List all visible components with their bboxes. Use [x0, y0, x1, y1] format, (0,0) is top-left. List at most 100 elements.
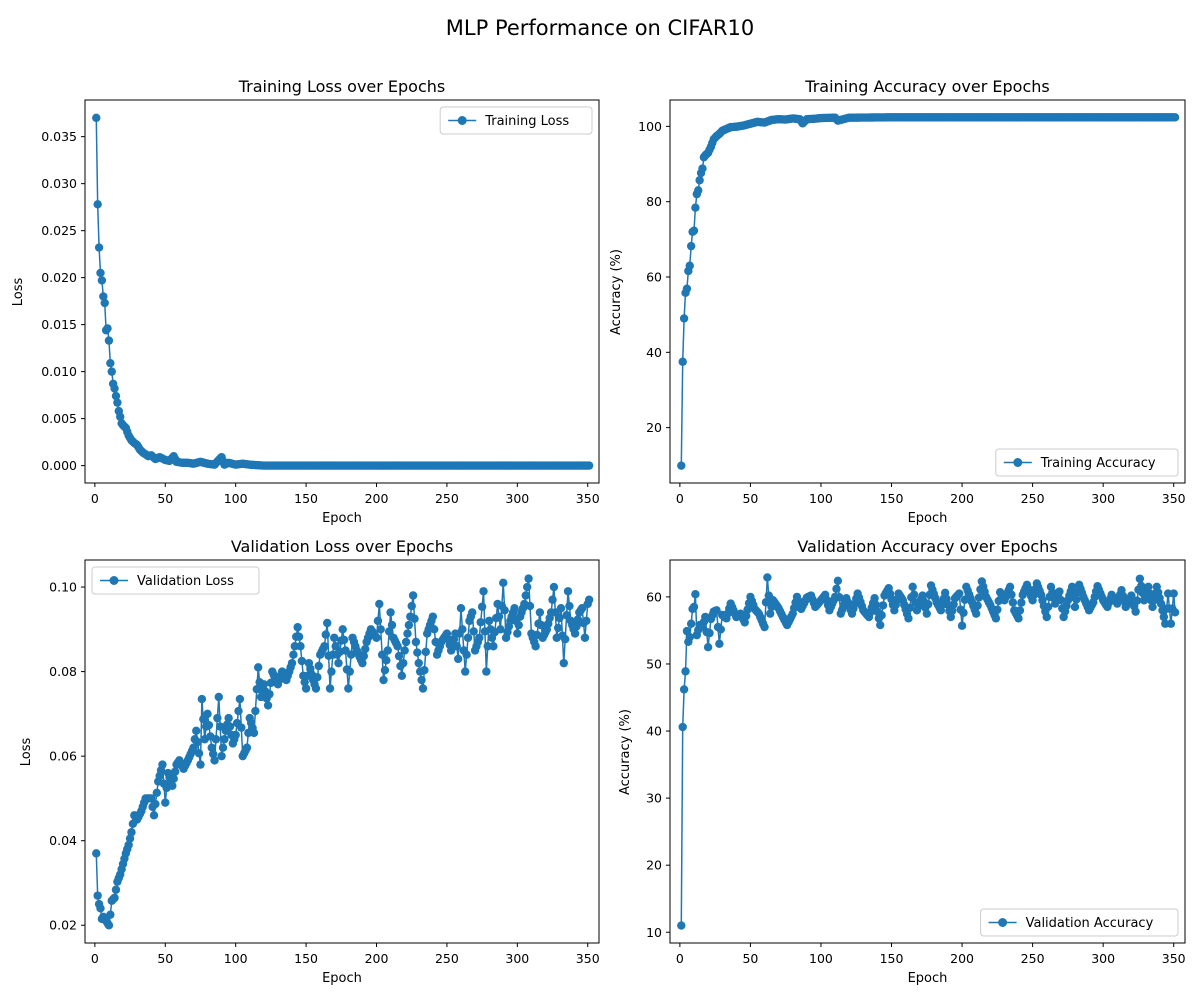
data-point: [832, 584, 841, 594]
data-point: [679, 314, 689, 323]
data-point: [99, 292, 108, 301]
y-tick-label: 0.000: [41, 458, 77, 473]
data-point: [458, 625, 467, 634]
y-tick-label: 20: [646, 858, 662, 873]
data-point: [876, 620, 885, 630]
series-markers-0: [677, 573, 1180, 930]
y-tick-label: 0.020: [41, 270, 77, 285]
chart-title: Validation Loss over Epochs: [231, 537, 453, 556]
data-point: [231, 730, 240, 740]
legend: Training Loss: [439, 106, 593, 135]
data-point: [373, 616, 383, 626]
data-point: [372, 633, 381, 642]
data-point: [1007, 590, 1016, 599]
y-tick-label: 0.035: [41, 129, 77, 144]
data-point: [401, 637, 411, 647]
data-point: [213, 713, 222, 723]
data-point: [499, 578, 508, 588]
data-point: [678, 722, 687, 732]
data-point: [393, 642, 402, 651]
data-point: [430, 625, 439, 634]
data-point: [263, 701, 273, 710]
series-markers-0: [92, 574, 594, 930]
data-point: [1043, 602, 1053, 612]
x-tick-label: 100: [809, 951, 833, 966]
chart-panel-1: Training Accuracy over Epochs 0 50 100 150 20…: [609, 77, 1186, 526]
data-point: [197, 694, 207, 704]
data-point: [715, 639, 724, 649]
x-axis-label: Epoch: [322, 511, 362, 526]
data-point: [294, 632, 304, 641]
data-point: [685, 632, 694, 642]
x-tick-label: 250: [435, 491, 459, 506]
data-point: [225, 722, 235, 731]
series-line-0: [95, 117, 590, 467]
plot-frame: [669, 99, 1186, 484]
data-point: [217, 751, 226, 761]
data-point: [698, 164, 707, 173]
x-tick-label: 100: [809, 491, 833, 506]
data-point: [287, 658, 297, 668]
data-point: [1135, 574, 1145, 583]
data-point: [695, 176, 704, 185]
data-point: [677, 461, 686, 470]
y-tick-label: 0.06: [49, 749, 77, 764]
legend: Validation Accuracy: [980, 908, 1179, 937]
legend-box: [439, 106, 593, 135]
x-tick-label: 350: [1162, 491, 1186, 506]
data-point: [1156, 599, 1166, 608]
data-point: [1169, 589, 1178, 598]
data-point: [344, 684, 353, 693]
figure-title: MLP Performance on CIFAR10: [446, 16, 754, 40]
data-point: [420, 665, 429, 675]
data-point: [208, 749, 218, 759]
data-point: [716, 625, 725, 634]
data-point: [496, 625, 505, 634]
data-point: [1055, 587, 1064, 596]
data-point: [477, 602, 487, 611]
data-point: [110, 384, 119, 393]
data-point: [1166, 619, 1176, 628]
data-point: [510, 603, 519, 613]
data-point: [563, 587, 573, 596]
data-point: [96, 268, 105, 278]
data-point: [743, 605, 752, 614]
data-point: [584, 461, 594, 470]
data-point: [387, 620, 397, 630]
x-tick-label: 50: [742, 491, 758, 506]
data-point: [104, 921, 114, 930]
series-line-0: [680, 577, 1176, 926]
data-point: [170, 767, 180, 776]
data-point: [959, 608, 968, 617]
data-point: [877, 611, 886, 620]
data-point: [521, 591, 530, 600]
data-point: [1159, 612, 1169, 622]
data-point: [1170, 608, 1180, 617]
data-point: [94, 243, 104, 252]
data-point: [192, 726, 201, 735]
data-point: [765, 609, 775, 618]
x-tick-label: 350: [576, 951, 600, 966]
x-tick-label: 0: [676, 951, 684, 966]
data-point: [682, 284, 692, 293]
data-point: [358, 658, 367, 668]
data-point: [835, 593, 844, 602]
data-point: [407, 601, 416, 611]
legend-marker: [1013, 458, 1023, 467]
x-tick-label: 50: [157, 951, 173, 966]
x-axis-label: Epoch: [322, 971, 362, 986]
data-point: [211, 735, 221, 744]
data-point: [909, 590, 919, 599]
data-point: [323, 618, 332, 628]
x-tick-label: 300: [1091, 491, 1115, 506]
data-point: [461, 667, 470, 676]
data-point: [383, 646, 392, 655]
data-point: [548, 595, 557, 604]
data-point: [311, 684, 321, 693]
x-tick-label: 200: [365, 951, 389, 966]
data-point: [1008, 598, 1018, 607]
data-point: [957, 621, 967, 630]
x-tick-label: 300: [505, 491, 529, 506]
data-point: [946, 612, 955, 622]
data-point: [456, 603, 466, 613]
